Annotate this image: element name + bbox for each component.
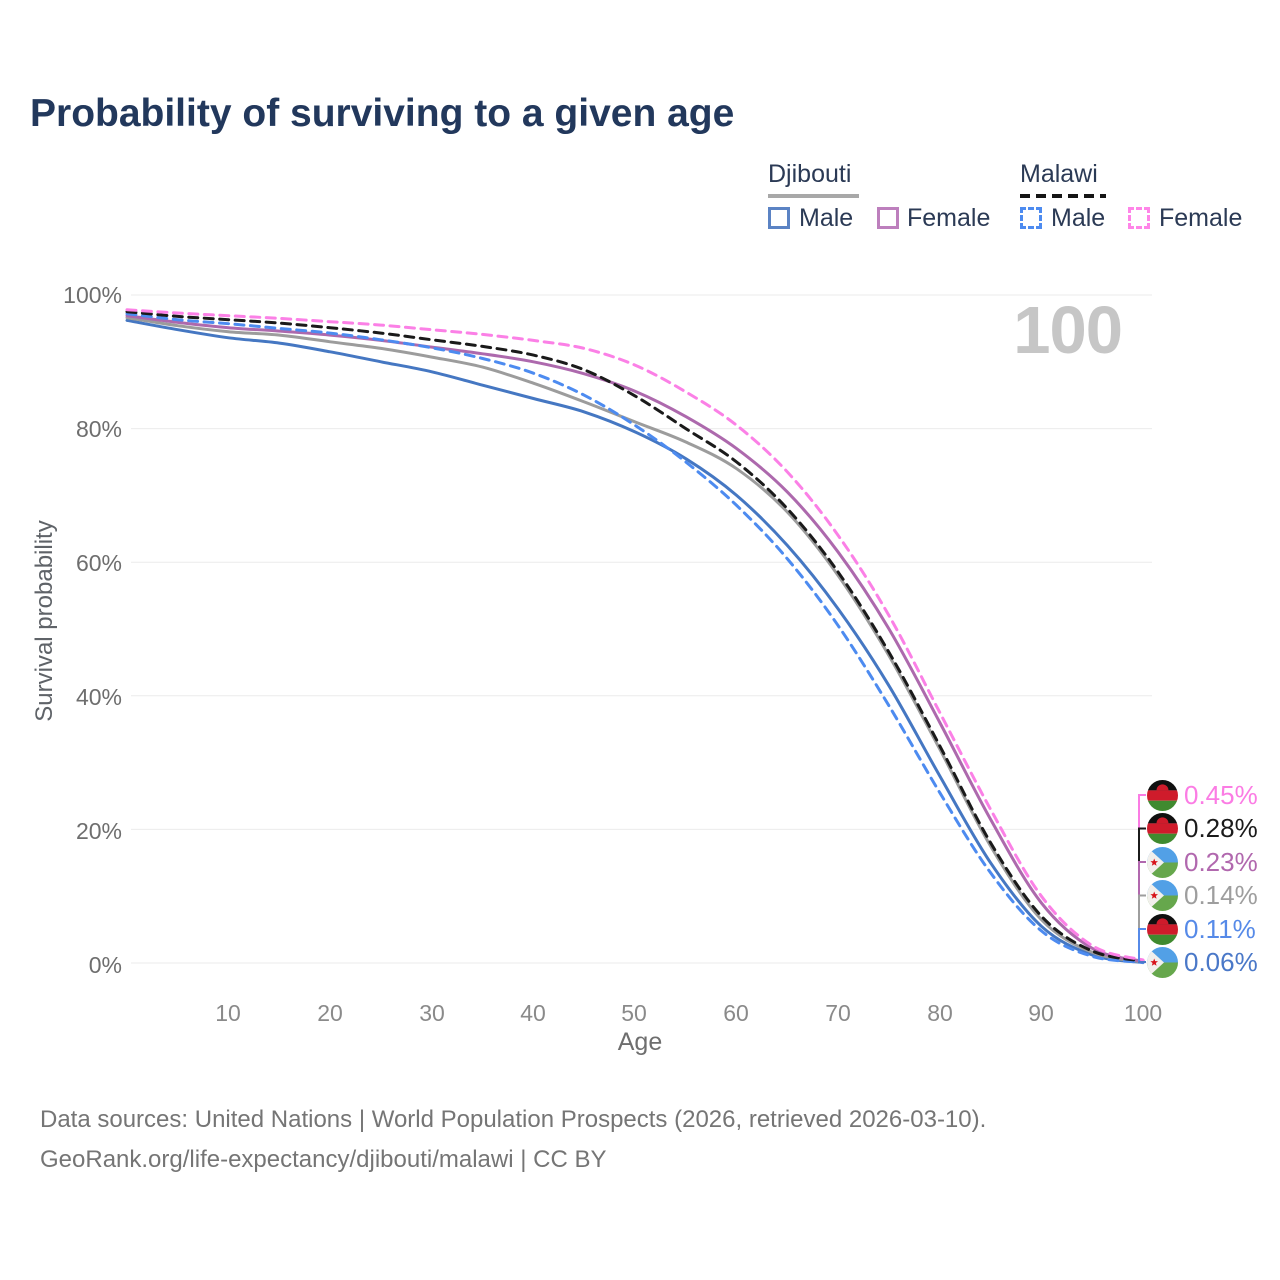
page-title: Probability of surviving to a given age [30, 92, 735, 135]
y-tick-80: 80% [75, 416, 122, 442]
x-axis-title: Age [617, 1028, 663, 1056]
end-label-malawi-male: 0.11% [1147, 914, 1256, 945]
x-tick-30: 30 [419, 1000, 445, 1026]
legend-label-djibouti-male: Male [799, 204, 854, 232]
x-tick-10: 10 [215, 1000, 241, 1026]
legend-malawi-line-sample [1020, 194, 1106, 198]
malawi-flag-icon [1147, 780, 1178, 811]
end-label-djibouti-total: 0.14% [1147, 880, 1258, 911]
data-sources-line: Data sources: United Nations | World Pop… [40, 1106, 987, 1133]
end-label-djibouti-female: 0.23% [1147, 847, 1258, 878]
attribution-line: GeoRank.org/life-expectancy/djibouti/mal… [40, 1146, 607, 1173]
legend-label-djibouti-female: Female [907, 204, 991, 232]
x-tick-70: 70 [825, 1000, 851, 1026]
djibouti-flag-icon [1147, 880, 1178, 911]
malawi-flag-icon [1147, 914, 1178, 945]
legend-group-djibouti: Djibouti [768, 160, 852, 188]
legend-swatch-malawi-male [1020, 207, 1042, 229]
malawi-flag-icon [1147, 813, 1178, 844]
y-axis-title: Survival probability [31, 520, 58, 722]
end-label-value: 0.23% [1184, 847, 1258, 877]
legend-swatch-djibouti-male [768, 207, 790, 229]
x-tick-80: 80 [927, 1000, 953, 1026]
end-label-value: 0.11% [1184, 914, 1256, 944]
y-tick-60: 60% [75, 550, 122, 576]
end-label-value: 0.14% [1184, 880, 1258, 910]
end-label-value: 0.28% [1184, 813, 1258, 843]
legend-group-malawi: Malawi [1020, 160, 1098, 188]
end-label-value: 0.45% [1184, 780, 1258, 810]
x-tick-90: 90 [1028, 1000, 1054, 1026]
djibouti-flag-icon [1147, 847, 1178, 878]
x-tick-20: 20 [317, 1000, 343, 1026]
age-watermark: 100 [1013, 293, 1123, 368]
x-tick-40: 40 [520, 1000, 546, 1026]
end-label-value: 0.06% [1184, 947, 1258, 977]
x-tick-60: 60 [723, 1000, 749, 1026]
legend-swatch-malawi-female [1128, 207, 1150, 229]
legend-swatch-djibouti-female [877, 207, 899, 229]
y-tick-0: 0% [88, 952, 122, 978]
legend-label-malawi-female: Female [1159, 204, 1243, 232]
djibouti-flag-icon [1147, 947, 1178, 978]
x-tick-100: 100 [1123, 1000, 1163, 1026]
end-label-malawi-total: 0.28% [1147, 813, 1258, 844]
end-label-malawi-female: 0.45% [1147, 780, 1258, 811]
x-tick-50: 50 [621, 1000, 647, 1026]
legend-label-malawi-male: Male [1051, 204, 1106, 232]
legend-djibouti-line-sample [768, 194, 859, 198]
y-tick-100: 100% [63, 282, 122, 308]
y-tick-20: 20% [75, 818, 122, 844]
end-label-djibouti-male: 0.06% [1147, 947, 1258, 978]
y-tick-40: 40% [75, 684, 122, 710]
